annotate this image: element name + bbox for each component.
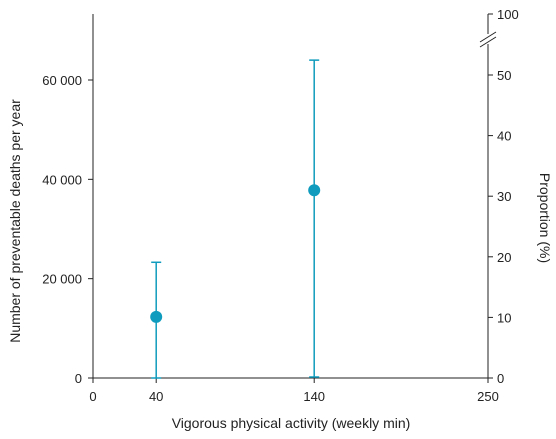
y2-axis-title: Proportion (%) bbox=[537, 173, 553, 263]
axes: 0 40 140 250 0 20 000 40 000 60 000 0 10 20 30 40 50 1… bbox=[42, 7, 518, 404]
y-tick-label: 60 000 bbox=[42, 73, 82, 88]
data-layer bbox=[150, 59, 321, 379]
x-tick-label: 140 bbox=[303, 389, 325, 404]
axis-break-mark bbox=[479, 31, 497, 43]
y2-tick-label: 10 bbox=[497, 310, 511, 325]
y2-tick-label: 50 bbox=[497, 68, 511, 83]
y2-tick-label: 0 bbox=[497, 371, 504, 386]
data-point bbox=[150, 310, 163, 323]
x-tick-label: 250 bbox=[477, 389, 499, 404]
y2-tick-label: 40 bbox=[497, 129, 511, 144]
x-tick-label: 40 bbox=[149, 389, 163, 404]
y-tick-label: 40 000 bbox=[42, 172, 82, 187]
axis-break-mark bbox=[479, 36, 497, 48]
y-tick-label: 0 bbox=[75, 371, 82, 386]
y-axis-title: Number of preventable deaths per year bbox=[7, 99, 23, 343]
y2-tick-label: 100 bbox=[497, 7, 519, 22]
x-tick-label: 0 bbox=[89, 389, 96, 404]
y2-tick-label: 20 bbox=[497, 250, 511, 265]
data-point bbox=[308, 184, 321, 197]
y-tick-label: 20 000 bbox=[42, 272, 82, 287]
x-axis-title: Vigorous physical activity (weekly min) bbox=[172, 415, 411, 431]
y2-tick-label: 30 bbox=[497, 189, 511, 204]
